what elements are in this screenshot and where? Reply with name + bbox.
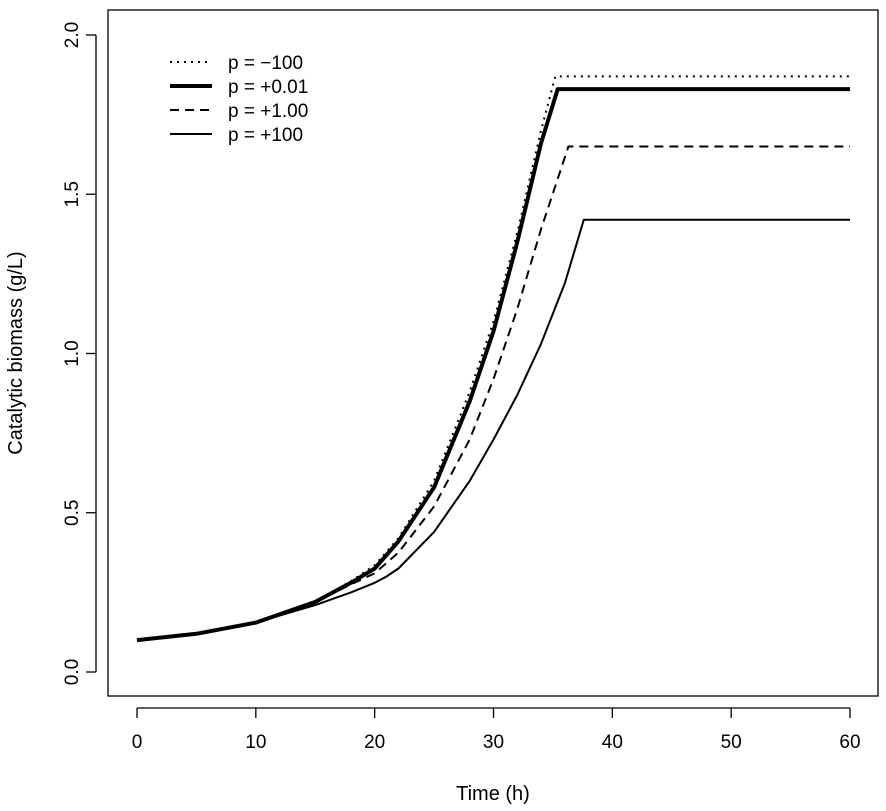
series-line-2: [136, 87, 850, 643]
legend-label-4: p = +100: [228, 125, 303, 146]
x-tick-label: 10: [245, 732, 266, 753]
series-line-3: [136, 145, 850, 642]
series-line-1: [136, 75, 850, 642]
x-tick-label: 40: [602, 732, 623, 753]
x-tick-label: 20: [364, 732, 385, 753]
y-axis: 0.0 0.5 1.0 1.5 2.0: [62, 22, 97, 685]
legend-label-1: p = −100: [228, 53, 303, 74]
y-tick-label: 1.0: [62, 340, 83, 366]
x-tick-label: 30: [483, 732, 504, 753]
legend-label-2: p = +0.01: [228, 77, 308, 98]
y-tick-label: 0.0: [62, 659, 83, 685]
legend-label-3: p = +1.00: [228, 101, 308, 122]
legend: p = −100 p = +0.01 p = +1.00 p = +100: [170, 53, 308, 146]
series-line-4: [136, 218, 850, 642]
y-tick-label: 1.5: [62, 181, 83, 207]
y-tick-label: 0.5: [62, 500, 83, 526]
y-tick-label: 2.0: [62, 22, 83, 48]
x-tick-label: 60: [839, 732, 860, 753]
x-axis: 0 10 20 30 40 50 60: [132, 707, 861, 753]
series-layer: [136, 75, 850, 643]
x-axis-title: Time (h): [456, 783, 530, 805]
x-tick-label: 0: [132, 732, 143, 753]
y-axis-title: Catalytic biomass (g/L): [5, 251, 27, 454]
x-tick-label: 50: [721, 732, 742, 753]
plot-frame: [107, 9, 879, 697]
